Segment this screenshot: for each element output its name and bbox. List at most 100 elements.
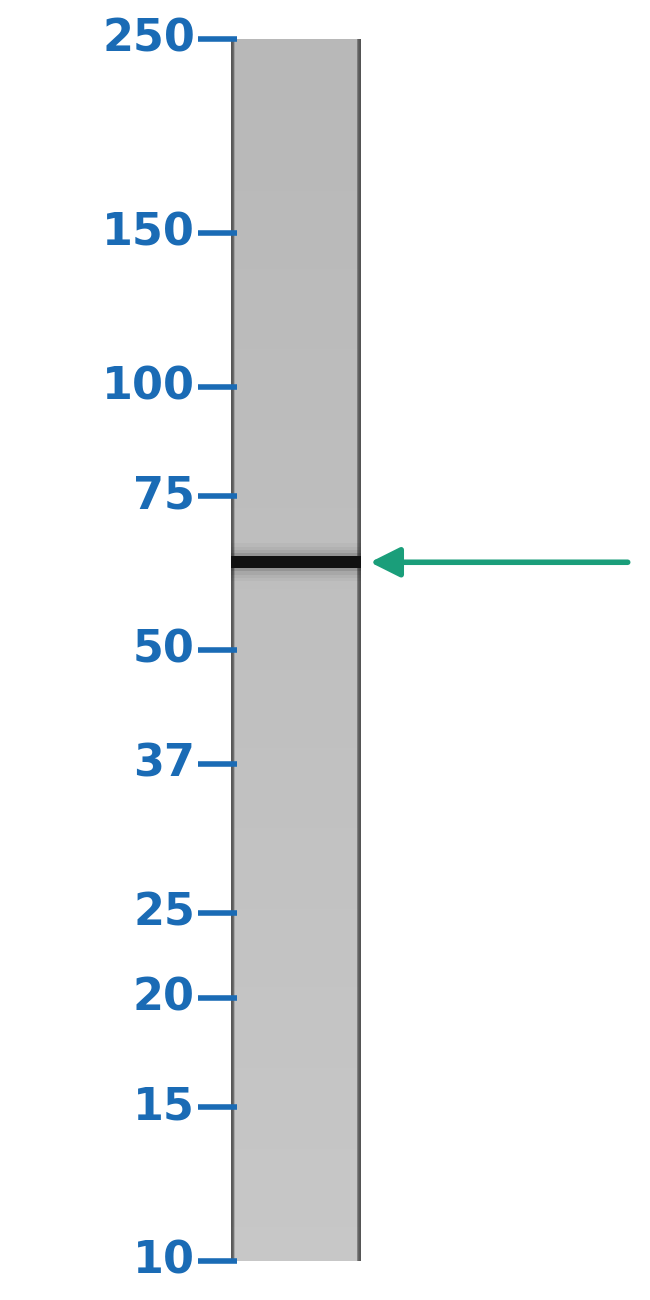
- Bar: [231, 814, 361, 816]
- Bar: [231, 273, 361, 276]
- Bar: [231, 498, 361, 501]
- Bar: [231, 606, 361, 608]
- Bar: [231, 1022, 361, 1024]
- Bar: [231, 878, 361, 880]
- Bar: [231, 39, 233, 1261]
- Text: 100: 100: [102, 365, 195, 408]
- Bar: [231, 516, 361, 517]
- Bar: [231, 599, 361, 601]
- Bar: [231, 855, 361, 858]
- Bar: [231, 997, 361, 1000]
- Bar: [231, 250, 361, 252]
- Bar: [231, 244, 361, 247]
- Bar: [231, 247, 361, 250]
- Bar: [231, 239, 361, 242]
- Bar: [231, 1205, 361, 1208]
- Bar: [231, 828, 361, 831]
- Bar: [231, 760, 361, 762]
- Bar: [231, 867, 361, 870]
- Bar: [231, 227, 361, 230]
- Bar: [231, 953, 361, 956]
- Bar: [231, 1247, 361, 1249]
- Bar: [231, 42, 361, 44]
- Bar: [231, 112, 361, 114]
- Bar: [231, 764, 361, 767]
- Bar: [231, 445, 361, 447]
- Bar: [231, 845, 361, 848]
- Text: 20: 20: [133, 976, 195, 1019]
- Bar: [231, 703, 361, 706]
- Bar: [231, 320, 361, 322]
- Bar: [231, 1048, 361, 1050]
- Bar: [231, 616, 361, 619]
- Bar: [231, 533, 361, 536]
- Bar: [231, 542, 361, 545]
- Bar: [231, 364, 361, 367]
- Bar: [231, 914, 361, 916]
- Bar: [231, 1158, 361, 1161]
- Bar: [231, 315, 361, 317]
- Bar: [231, 528, 361, 530]
- Bar: [231, 916, 361, 919]
- Bar: [231, 523, 361, 525]
- Bar: [231, 945, 361, 948]
- Bar: [231, 797, 361, 800]
- Bar: [231, 86, 361, 88]
- Bar: [231, 420, 361, 423]
- Bar: [231, 384, 361, 386]
- Bar: [231, 1222, 361, 1225]
- Bar: [231, 836, 361, 838]
- Bar: [231, 636, 361, 638]
- Bar: [231, 650, 361, 653]
- Bar: [231, 430, 361, 433]
- Bar: [231, 689, 361, 692]
- Bar: [231, 400, 361, 403]
- Bar: [359, 39, 361, 1261]
- Bar: [231, 1212, 361, 1214]
- Bar: [231, 491, 361, 494]
- Bar: [231, 575, 361, 577]
- Bar: [231, 281, 361, 283]
- Bar: [231, 70, 361, 73]
- Bar: [231, 455, 361, 456]
- Bar: [231, 95, 361, 98]
- Bar: [231, 948, 361, 950]
- Bar: [231, 517, 361, 520]
- Bar: [231, 1070, 361, 1072]
- Bar: [231, 564, 361, 567]
- Bar: [231, 887, 361, 889]
- Bar: [231, 677, 361, 680]
- Bar: [231, 417, 361, 420]
- Bar: [231, 992, 361, 994]
- Bar: [231, 978, 361, 980]
- Bar: [231, 1108, 361, 1109]
- Bar: [231, 120, 361, 122]
- Bar: [231, 1002, 361, 1005]
- Bar: [231, 208, 361, 211]
- Bar: [231, 1253, 361, 1256]
- Bar: [231, 803, 361, 806]
- Bar: [231, 1000, 361, 1002]
- Bar: [231, 894, 361, 897]
- Bar: [231, 386, 361, 389]
- Bar: [231, 51, 361, 53]
- Bar: [231, 567, 361, 569]
- Bar: [231, 783, 361, 784]
- Bar: [231, 39, 233, 1261]
- Bar: [231, 462, 361, 464]
- Bar: [231, 511, 361, 514]
- Bar: [231, 714, 361, 716]
- Bar: [231, 1153, 361, 1156]
- Bar: [231, 1024, 361, 1027]
- Bar: [231, 625, 361, 628]
- Bar: [231, 802, 361, 803]
- Bar: [231, 58, 361, 61]
- Bar: [231, 738, 361, 741]
- Bar: [231, 1009, 361, 1011]
- Bar: [231, 47, 361, 49]
- Bar: [231, 540, 361, 542]
- Bar: [231, 731, 361, 733]
- Bar: [231, 1058, 361, 1061]
- Bar: [231, 176, 361, 178]
- Bar: [231, 875, 361, 878]
